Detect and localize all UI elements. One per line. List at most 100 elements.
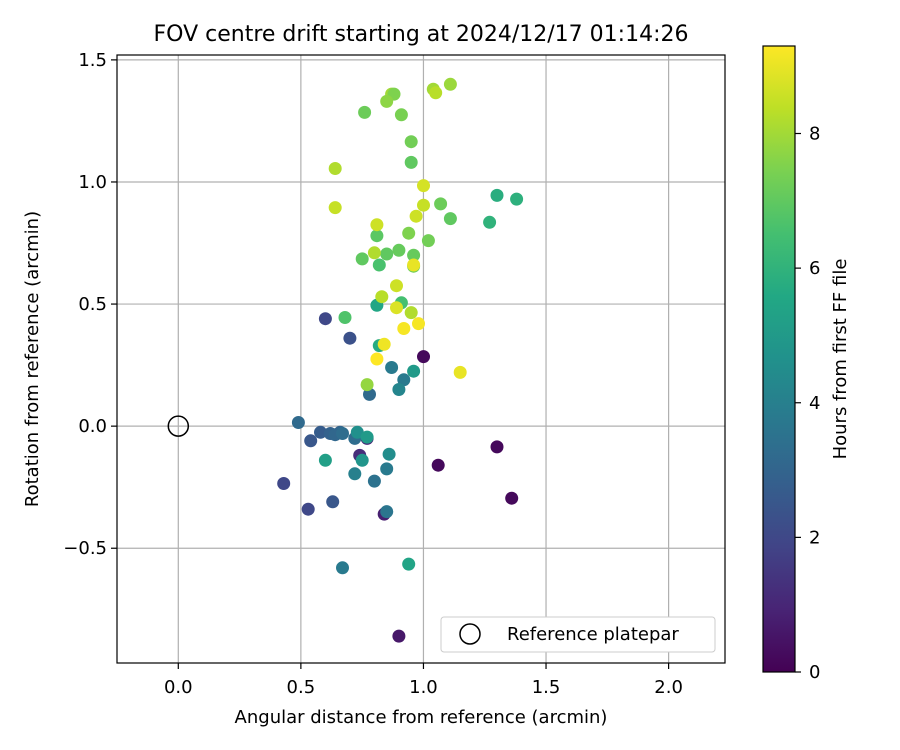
data-point <box>318 312 332 326</box>
y-tick-label: 1.0 <box>78 172 107 193</box>
data-point <box>429 86 443 100</box>
data-point <box>358 105 372 119</box>
x-axis-label: Angular distance from reference (arcmin) <box>235 707 608 728</box>
x-axis-ticks: 0.0 0.5 1.0 1.5 2.0 <box>164 663 683 698</box>
y-tick-label: 0.5 <box>78 294 107 315</box>
legend: Reference platepar <box>440 616 716 653</box>
data-point <box>505 491 519 505</box>
data-point <box>404 306 418 320</box>
data-point <box>392 383 406 396</box>
data-point <box>370 352 384 366</box>
data-point <box>370 229 384 243</box>
data-point <box>277 477 291 490</box>
data-point <box>355 252 369 266</box>
data-point <box>343 331 357 345</box>
colorbar-tick-label: 6 <box>809 258 820 279</box>
data-point <box>350 425 364 439</box>
colorbar-tick-label: 8 <box>809 124 820 145</box>
reference-platepar-marker <box>167 415 190 437</box>
data-point <box>490 440 504 454</box>
data-point <box>390 301 403 315</box>
data-point <box>397 373 411 387</box>
data-point <box>402 557 416 571</box>
data-point <box>417 198 430 212</box>
colorbar-tick-label: 0 <box>809 662 820 683</box>
y-tick-label: −0.5 <box>63 538 107 559</box>
data-point <box>443 77 457 91</box>
data-point <box>355 453 369 467</box>
x-tick-label: 0.0 <box>164 677 193 698</box>
data-point <box>510 192 524 206</box>
data-point <box>385 361 399 374</box>
data-point <box>372 258 386 272</box>
data-point <box>380 462 394 476</box>
plot-frame <box>116 54 726 664</box>
data-point <box>380 94 394 108</box>
data-point <box>367 474 381 488</box>
data-point <box>443 212 457 226</box>
data-point <box>380 505 394 519</box>
data-point <box>407 248 421 262</box>
colorbar-gradient <box>762 45 796 673</box>
data-point <box>360 378 374 392</box>
y-axis-label: Rotation from reference (arcmin) <box>22 211 43 507</box>
data-point <box>453 365 467 379</box>
legend-label: Reference platepar <box>507 624 679 645</box>
data-point <box>417 179 430 193</box>
data-point <box>318 453 332 467</box>
data-point <box>314 425 327 439</box>
data-point <box>394 108 408 122</box>
colorbar-tick-label: 4 <box>809 393 820 414</box>
data-point <box>304 434 318 448</box>
colorbar-tick-label: 2 <box>809 527 820 548</box>
data-point <box>377 337 391 351</box>
data-point <box>348 467 362 481</box>
chart-title: FOV centre drift starting at 2024/12/17 … <box>154 22 689 47</box>
data-point <box>483 215 497 229</box>
data-point <box>363 387 376 401</box>
data-point <box>326 495 340 509</box>
data-point <box>434 197 448 211</box>
data-point <box>336 427 349 440</box>
data-point <box>407 258 421 272</box>
legend-marker <box>459 623 481 645</box>
x-tick-label: 1.5 <box>532 677 561 698</box>
data-point <box>336 561 349 575</box>
legend-box <box>440 616 716 653</box>
data-point <box>338 311 352 324</box>
data-point <box>404 135 418 149</box>
data-point <box>382 447 396 461</box>
colorbar-ticks: 0 2 4 6 8 <box>795 124 820 683</box>
data-point <box>407 364 421 378</box>
y-tick-label: 0.0 <box>78 416 107 437</box>
data-point <box>417 350 430 364</box>
data-point <box>291 416 305 429</box>
data-point <box>360 430 374 444</box>
data-point <box>402 226 416 240</box>
data-point <box>328 162 342 175</box>
scatter-points <box>277 77 524 643</box>
data-point <box>409 209 423 223</box>
y-axis-ticks: −0.5 0.0 0.5 1.0 1.5 <box>63 50 117 559</box>
data-point <box>404 155 418 169</box>
data-point <box>431 458 445 472</box>
colorbar: 0 2 4 6 8 Hours from first FF file <box>762 45 851 683</box>
data-point <box>412 317 425 331</box>
plot-area: 0.0 0.5 1.0 1.5 2.0 −0.5 0.0 0.5 1.0 1.5 <box>63 50 726 698</box>
data-point <box>392 243 406 257</box>
data-point <box>397 322 411 335</box>
data-point <box>490 188 504 202</box>
data-point <box>380 247 394 261</box>
data-point <box>328 201 342 215</box>
y-tick-label: 1.5 <box>78 50 107 71</box>
x-tick-label: 0.5 <box>287 677 316 698</box>
data-point <box>421 234 435 248</box>
colorbar-label: Hours from first FF file <box>830 259 851 460</box>
x-tick-label: 2.0 <box>654 677 683 698</box>
data-point <box>375 290 389 304</box>
data-point <box>367 246 381 260</box>
data-point <box>390 279 403 293</box>
data-point <box>370 218 384 232</box>
x-tick-label: 1.0 <box>409 677 438 698</box>
